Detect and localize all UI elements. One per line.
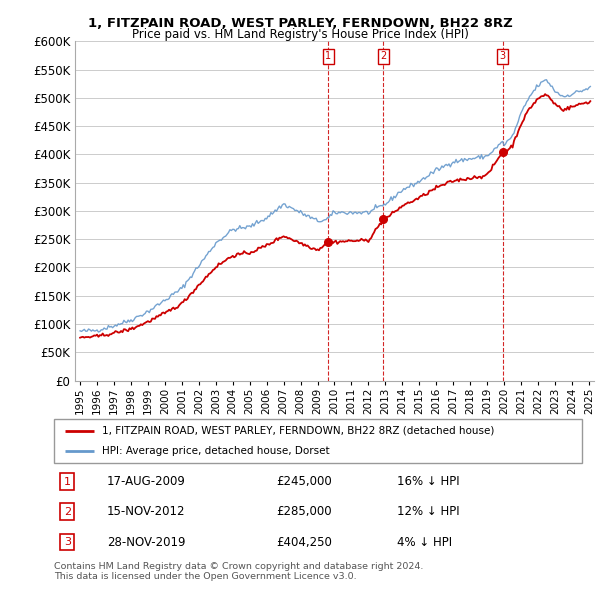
Text: Price paid vs. HM Land Registry's House Price Index (HPI): Price paid vs. HM Land Registry's House …	[131, 28, 469, 41]
Text: 3: 3	[64, 537, 71, 547]
Text: 2: 2	[64, 507, 71, 517]
Text: 15-NOV-2012: 15-NOV-2012	[107, 505, 185, 519]
Text: This data is licensed under the Open Government Licence v3.0.: This data is licensed under the Open Gov…	[54, 572, 356, 581]
Text: HPI: Average price, detached house, Dorset: HPI: Average price, detached house, Dors…	[101, 446, 329, 456]
Text: 1: 1	[64, 477, 71, 487]
Text: £285,000: £285,000	[276, 505, 331, 519]
Text: 1, FITZPAIN ROAD, WEST PARLEY, FERNDOWN, BH22 8RZ: 1, FITZPAIN ROAD, WEST PARLEY, FERNDOWN,…	[88, 17, 512, 30]
Text: 1: 1	[325, 51, 331, 61]
Text: 28-NOV-2019: 28-NOV-2019	[107, 536, 185, 549]
Text: £245,000: £245,000	[276, 475, 332, 488]
Text: 17-AUG-2009: 17-AUG-2009	[107, 475, 185, 488]
Text: Contains HM Land Registry data © Crown copyright and database right 2024.: Contains HM Land Registry data © Crown c…	[54, 562, 424, 571]
FancyBboxPatch shape	[54, 419, 582, 463]
Text: 16% ↓ HPI: 16% ↓ HPI	[397, 475, 460, 488]
Text: 2: 2	[380, 51, 386, 61]
Text: 4% ↓ HPI: 4% ↓ HPI	[397, 536, 452, 549]
Text: £404,250: £404,250	[276, 536, 332, 549]
Text: 12% ↓ HPI: 12% ↓ HPI	[397, 505, 460, 519]
Text: 1, FITZPAIN ROAD, WEST PARLEY, FERNDOWN, BH22 8RZ (detached house): 1, FITZPAIN ROAD, WEST PARLEY, FERNDOWN,…	[101, 426, 494, 436]
Text: 3: 3	[500, 51, 506, 61]
